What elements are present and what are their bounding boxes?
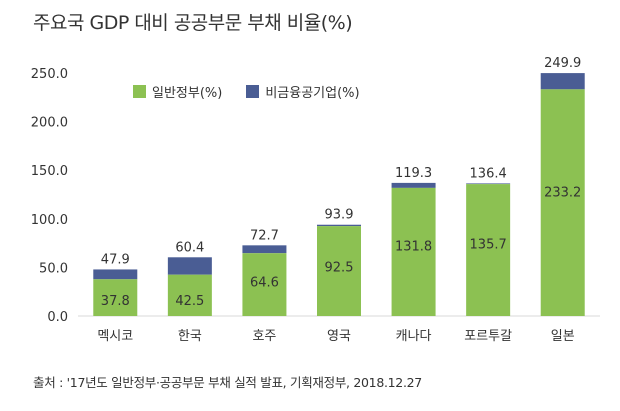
legend-swatch-general <box>133 85 146 98</box>
bar-segment-nonfinancial <box>391 182 436 188</box>
bar-segment-nonfinancial <box>167 257 212 275</box>
bar-segment-nonfinancial <box>317 224 361 227</box>
bar-total-label: 60.4 <box>175 240 204 255</box>
bar-segment-nonfinancial <box>466 183 511 185</box>
x-tick-label: 포르투갈 <box>464 329 512 344</box>
legend: 일반정부(%) 비금융공기업(%) <box>133 82 360 101</box>
y-tick-label: 150.0 <box>31 164 68 179</box>
bar-value-label: 37.8 <box>101 294 130 309</box>
bar-segment-nonfinancial <box>93 269 138 280</box>
y-tick-label: 50.0 <box>39 261 68 276</box>
bar-segment-general <box>466 184 511 316</box>
bar-segment-general <box>391 187 436 316</box>
legend-label-general: 일반정부(%) <box>152 86 223 101</box>
bar-value-label: 42.5 <box>175 294 204 309</box>
y-tick-label: 250.0 <box>31 67 68 82</box>
x-tick-label: 캐나다 <box>396 329 432 344</box>
bar-segment-general <box>540 89 585 317</box>
bar-value-label: 64.6 <box>250 275 279 290</box>
legend-label-nonfinancial: 비금융공기업(%) <box>265 86 360 101</box>
bar-segment-nonfinancial <box>242 245 287 254</box>
bar-segment-nonfinancial <box>540 73 585 90</box>
bar-segment-general <box>317 226 361 316</box>
bar-segment-general <box>242 253 287 316</box>
bar-segment-general <box>167 274 212 316</box>
y-tick-label: 0.0 <box>47 310 68 325</box>
bar-total-label: 249.9 <box>544 56 581 71</box>
bar-segment-general <box>93 279 138 316</box>
y-tick-label: 200.0 <box>31 116 68 131</box>
bar-total-label: 72.7 <box>250 228 279 243</box>
legend-swatch-nonfinancial <box>246 85 260 98</box>
x-tick-label: 한국 <box>178 329 202 344</box>
source-note: 출처 : '17년도 일반정부·공공부문 부채 실적 발표, 기획재정부, 20… <box>33 375 422 390</box>
x-tick-label: 멕시코 <box>97 329 133 344</box>
legend-item-nonfinancial: 비금융공기업(%) <box>246 82 360 101</box>
bar-total-label: 136.4 <box>470 166 507 181</box>
bar-total-label: 47.9 <box>101 252 130 267</box>
bar-value-label: 131.8 <box>395 240 432 255</box>
x-tick-label: 호주 <box>252 329 276 344</box>
chart-title: 주요국 GDP 대비 공공부문 부채 비율(%) <box>33 12 353 34</box>
bar-value-label: 92.5 <box>325 261 354 276</box>
bar-value-label: 233.2 <box>544 185 581 200</box>
legend-item-general: 일반정부(%) <box>133 82 222 101</box>
x-tick-label: 일본 <box>551 329 575 344</box>
y-tick-label: 100.0 <box>31 213 68 228</box>
bar-total-label: 93.9 <box>325 208 354 223</box>
bar-value-label: 135.7 <box>470 237 507 252</box>
x-tick-label: 영국 <box>327 329 351 344</box>
bar-total-label: 119.3 <box>395 166 432 181</box>
